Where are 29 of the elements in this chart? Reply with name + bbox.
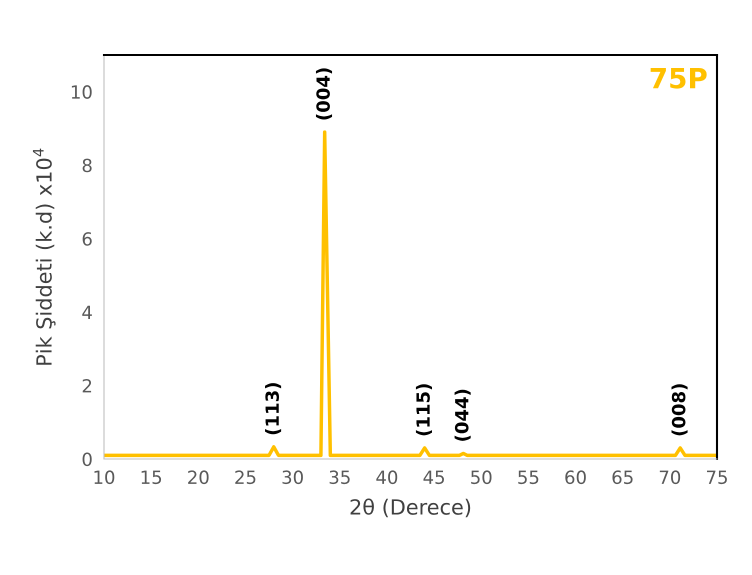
- y-tick-label: 4: [82, 306, 92, 319]
- x-tick-label: 50: [471, 470, 492, 484]
- y-tick-label: 8: [82, 158, 92, 172]
- y-tick-label: 6: [82, 232, 92, 246]
- x-tick-label: 40: [376, 470, 398, 484]
- y-tick-label: 10: [72, 85, 92, 99]
- x-tick-label: 65: [612, 470, 633, 484]
- x-tick-label: 30: [282, 470, 303, 484]
- x-tick-label: 55: [518, 470, 538, 484]
- x-axis-title: 2θ (Derece): [350, 498, 470, 518]
- x-tick-label: 70: [660, 470, 680, 484]
- line-series: [104, 130, 717, 458]
- x-tick-label: 20: [188, 470, 209, 484]
- annotation: (044): [454, 390, 471, 441]
- annotation: (008): [672, 384, 688, 436]
- x-tick-label: 35: [330, 470, 350, 484]
- y-tick-label: 2: [82, 379, 92, 392]
- annotation: (004): [316, 68, 332, 120]
- x-tick-label: 75: [706, 470, 727, 484]
- y-tick-label: 0: [82, 452, 92, 466]
- y-axis-title: Pik Şiddeti (k.d) x10$^{4}$: [32, 148, 56, 365]
- text: 75P: [650, 68, 707, 89]
- x-tick-label: 25: [235, 470, 256, 484]
- x-tick-label: 60: [565, 470, 586, 484]
- x-tick-label: 45: [423, 470, 444, 484]
- annotation: (113): [265, 383, 282, 434]
- x-tick-label: 10: [94, 470, 114, 484]
- x-tick-label: 15: [142, 470, 162, 484]
- annotation: (115): [416, 384, 432, 436]
